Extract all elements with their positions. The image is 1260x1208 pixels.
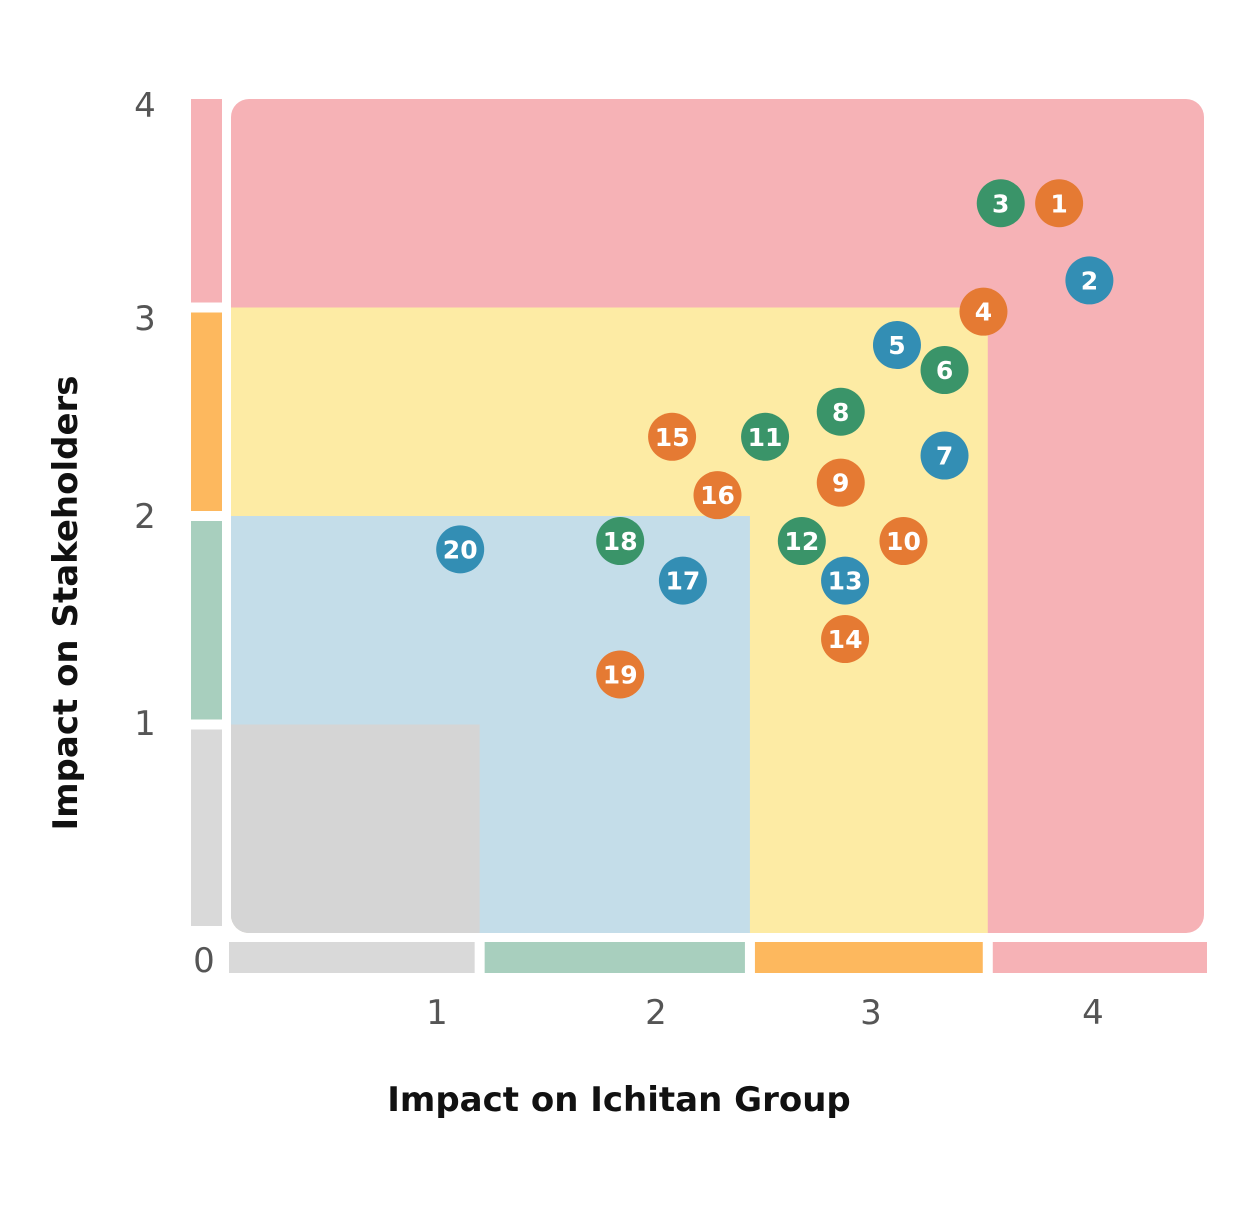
point-label: 6 xyxy=(936,356,953,385)
data-point-2: 2 xyxy=(1065,256,1114,305)
point-marker xyxy=(658,556,707,605)
data-point-9: 9 xyxy=(816,458,865,507)
point-marker xyxy=(821,615,870,664)
point-marker xyxy=(596,650,645,699)
point-marker xyxy=(741,412,790,461)
y-band-very-high xyxy=(191,99,222,303)
data-point-15: 15 xyxy=(648,412,697,461)
point-marker xyxy=(648,412,697,461)
data-point-17: 17 xyxy=(658,556,707,605)
point-marker xyxy=(777,517,826,566)
x-tick-label: 3 xyxy=(860,993,882,1033)
point-label: 4 xyxy=(975,298,992,327)
data-point-8: 8 xyxy=(816,387,865,436)
scale-bands xyxy=(191,99,1207,973)
point-marker xyxy=(872,321,921,370)
data-point-4: 4 xyxy=(959,287,1008,336)
data-point-16: 16 xyxy=(693,471,742,520)
x-band-very-high xyxy=(992,942,1207,973)
x-tick-label: 1 xyxy=(426,993,448,1033)
point-label: 20 xyxy=(443,535,478,564)
data-point-10: 10 xyxy=(879,517,928,566)
point-label: 18 xyxy=(603,527,638,556)
point-label: 14 xyxy=(828,625,863,654)
data-point-12: 12 xyxy=(777,517,826,566)
x-band-high xyxy=(754,942,983,973)
point-marker xyxy=(596,517,645,566)
y-band-medium xyxy=(191,521,222,720)
y-band-high xyxy=(191,312,222,511)
point-label: 11 xyxy=(748,423,783,452)
point-label: 12 xyxy=(784,527,819,556)
y-tick-label: 4 xyxy=(134,86,156,126)
x-axis-title: Impact on Ichitan Group xyxy=(387,1080,850,1120)
data-point-5: 5 xyxy=(872,321,921,370)
point-label: 2 xyxy=(1081,266,1098,295)
data-point-19: 19 xyxy=(596,650,645,699)
point-label: 5 xyxy=(888,331,905,360)
data-point-3: 3 xyxy=(976,179,1025,228)
point-label: 8 xyxy=(832,398,849,427)
data-point-7: 7 xyxy=(920,431,969,480)
point-marker xyxy=(920,431,969,480)
data-point-11: 11 xyxy=(741,412,790,461)
point-marker xyxy=(693,471,742,520)
point-marker xyxy=(1035,179,1084,228)
point-label: 9 xyxy=(832,469,849,498)
point-marker xyxy=(816,387,865,436)
point-label: 10 xyxy=(886,527,921,556)
point-label: 3 xyxy=(992,189,1009,218)
point-label: 15 xyxy=(655,423,690,452)
point-marker xyxy=(959,287,1008,336)
point-marker xyxy=(821,556,870,605)
point-marker xyxy=(920,346,969,395)
point-label: 7 xyxy=(936,442,953,471)
point-label: 19 xyxy=(603,660,638,689)
data-point-20: 20 xyxy=(436,525,485,574)
y-tick-label: 2 xyxy=(134,497,156,537)
zone-low xyxy=(231,724,480,933)
point-marker xyxy=(816,458,865,507)
y-tick-label: 1 xyxy=(134,704,156,744)
point-label: 17 xyxy=(666,567,701,596)
point-marker xyxy=(976,179,1025,228)
data-point-6: 6 xyxy=(920,346,969,395)
x-band-low xyxy=(229,942,475,973)
x-tick-label: 2 xyxy=(645,993,667,1033)
data-point-1: 1 xyxy=(1035,179,1084,228)
y-tick-label: 0 xyxy=(193,941,215,981)
data-point-18: 18 xyxy=(596,517,645,566)
y-tick-label: 3 xyxy=(134,299,156,339)
data-point-14: 14 xyxy=(821,615,870,664)
point-marker xyxy=(436,525,485,574)
y-axis-title: Impact on Stakeholders xyxy=(46,375,86,830)
x-tick-label: 4 xyxy=(1082,993,1104,1033)
point-label: 16 xyxy=(700,481,735,510)
data-point-13: 13 xyxy=(821,556,870,605)
point-label: 13 xyxy=(828,567,863,596)
point-label: 1 xyxy=(1050,189,1067,218)
point-marker xyxy=(879,517,928,566)
point-marker xyxy=(1065,256,1114,305)
y-band-low xyxy=(191,729,222,926)
x-band-medium xyxy=(484,942,745,973)
